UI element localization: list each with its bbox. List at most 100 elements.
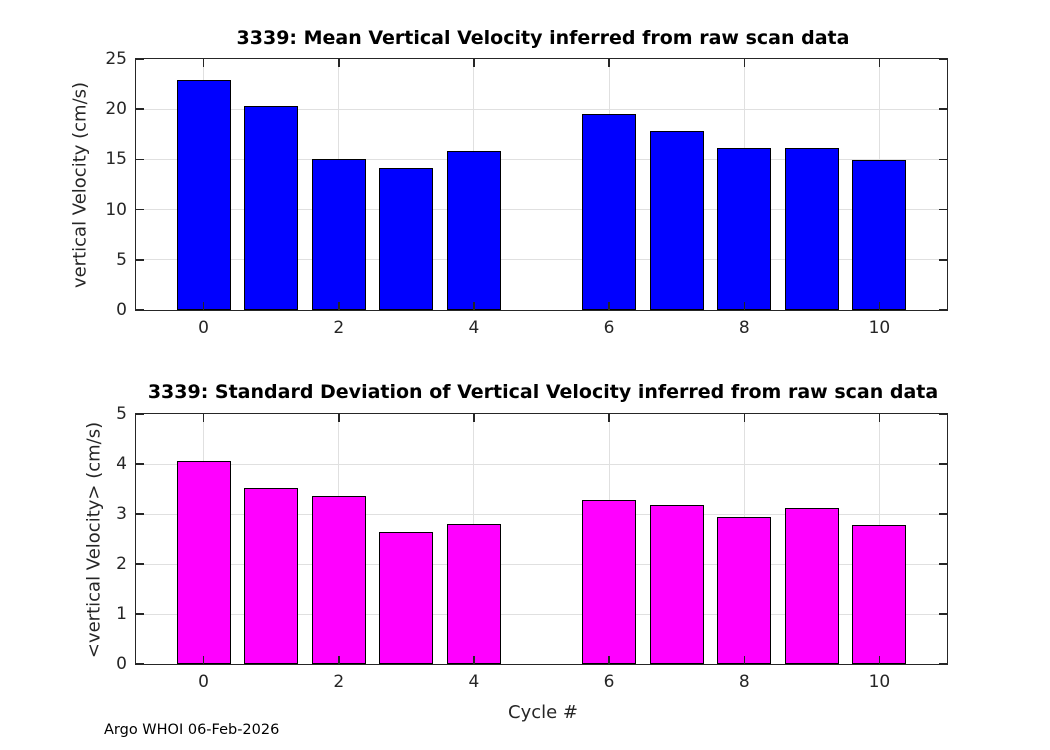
y-tick-label: 1 (116, 604, 127, 624)
x-tick-mark (473, 656, 475, 664)
bar-cycle-0 (176, 80, 231, 310)
x-tick-mark (608, 414, 610, 422)
x-tick-mark (202, 656, 205, 664)
x-tick-label: 4 (468, 672, 480, 692)
bar-cycle-10 (852, 524, 907, 664)
y-tick-mark (939, 413, 947, 415)
bar-cycle-4 (446, 523, 501, 664)
gridline-horizontal (136, 158, 947, 160)
x-tick-mark (473, 302, 475, 310)
x-tick-mark (338, 302, 340, 310)
y-tick-label: 3 (116, 504, 127, 524)
bar-cycle-6 (582, 114, 637, 310)
y-axis-label-mean: vertical Velocity (cm/s) (69, 81, 91, 289)
x-tick-mark (743, 59, 745, 67)
y-tick-label: 20 (105, 99, 127, 120)
x-tick-mark (608, 59, 610, 67)
footer-note: Argo WHOI 06-Feb-2026 (104, 722, 280, 738)
y-tick-label: 15 (105, 149, 127, 170)
bar-cycle-7 (649, 131, 704, 310)
x-tick-label: 4 (468, 318, 480, 338)
gridline-horizontal (136, 209, 947, 211)
y-tick-mark (136, 58, 144, 60)
x-tick-mark (473, 59, 475, 67)
bar-cycle-3 (379, 531, 434, 664)
bar-cycle-7 (649, 505, 704, 664)
x-tick-mark (608, 302, 610, 310)
gridline-horizontal (136, 108, 947, 110)
y-tick-mark (136, 563, 144, 565)
x-tick-mark (338, 59, 340, 67)
y-tick-mark (939, 58, 947, 60)
x-tick-label: 10 (868, 672, 891, 692)
x-tick-mark (743, 414, 745, 422)
bar-cycle-2 (311, 159, 366, 310)
bar-cycle-9 (784, 508, 839, 664)
y-tick-mark (136, 158, 144, 161)
chart-title-mean: 3339: Mean Vertical Velocity inferred fr… (236, 27, 850, 49)
x-tick-mark (202, 59, 205, 67)
y-tick-mark (939, 463, 947, 465)
x-tick-mark (202, 302, 205, 310)
x-tick-mark (338, 656, 340, 664)
chart-title-std: 3339: Standard Deviation of Vertical Vel… (147, 381, 939, 403)
gridline-horizontal (136, 563, 947, 565)
x-tick-label: 8 (738, 318, 750, 338)
bar-cycle-3 (379, 168, 434, 310)
bar-cycle-2 (311, 495, 366, 664)
x-tick-label: 2 (333, 318, 345, 338)
plot-area-std: 0 1 2 3 4 5 0 2 4 6 8 10 (116, 404, 948, 692)
y-tick-mark (939, 663, 947, 665)
bar-cycle-1 (244, 106, 299, 310)
y-tick-mark (939, 513, 947, 515)
y-tick-label: 4 (116, 454, 127, 474)
y-tick-mark (939, 208, 947, 211)
y-tick-label: 25 (105, 49, 127, 69)
bar-cycle-4 (446, 151, 501, 310)
y-tick-mark (136, 613, 144, 615)
y-tick-mark (136, 108, 144, 110)
x-tick-mark (743, 302, 745, 310)
y-tick-label: 0 (116, 654, 127, 674)
y-tick-mark (136, 259, 144, 261)
y-tick-mark (939, 108, 947, 110)
gridline-horizontal (136, 513, 947, 515)
bar-cycle-0 (176, 460, 231, 664)
gridline-horizontal (136, 613, 947, 615)
bar-cycle-9 (784, 148, 839, 310)
x-tick-label: 6 (603, 318, 615, 338)
y-tick-mark (939, 563, 947, 565)
y-tick-label: 2 (116, 554, 127, 574)
y-tick-mark (939, 309, 947, 311)
x-tick-mark (878, 656, 881, 664)
x-tick-mark (608, 656, 610, 664)
x-tick-mark (878, 414, 881, 422)
x-tick-mark (473, 414, 475, 422)
bar-cycle-6 (582, 500, 637, 664)
y-tick-mark (939, 158, 947, 161)
x-axis-label: Cycle # (508, 702, 578, 723)
y-tick-mark (136, 663, 144, 665)
x-tick-mark (878, 302, 881, 310)
x-tick-label: 10 (868, 318, 891, 338)
bar-cycle-10 (852, 160, 907, 310)
plot-area-mean: 0 5 10 15 20 25 0 2 4 6 8 10 (105, 49, 948, 338)
y-axis-label-std: <vertical Velocity> (cm/s) (83, 421, 105, 659)
x-tick-mark (878, 59, 881, 67)
gridline-horizontal (136, 463, 947, 465)
x-tick-mark (338, 414, 340, 422)
x-tick-label: 0 (198, 318, 209, 338)
y-tick-mark (939, 259, 947, 261)
x-tick-mark (202, 414, 205, 422)
y-tick-label: 5 (116, 404, 127, 424)
bar-cycle-8 (717, 148, 772, 310)
x-tick-label: 8 (738, 672, 750, 692)
x-tick-label: 2 (333, 672, 345, 692)
y-tick-label: 0 (116, 300, 127, 320)
y-tick-mark (939, 613, 947, 615)
y-tick-mark (136, 513, 144, 515)
x-tick-label: 6 (603, 672, 615, 692)
bar-cycle-8 (717, 517, 772, 664)
y-tick-label: 5 (116, 249, 127, 270)
gridline-horizontal (136, 259, 947, 261)
